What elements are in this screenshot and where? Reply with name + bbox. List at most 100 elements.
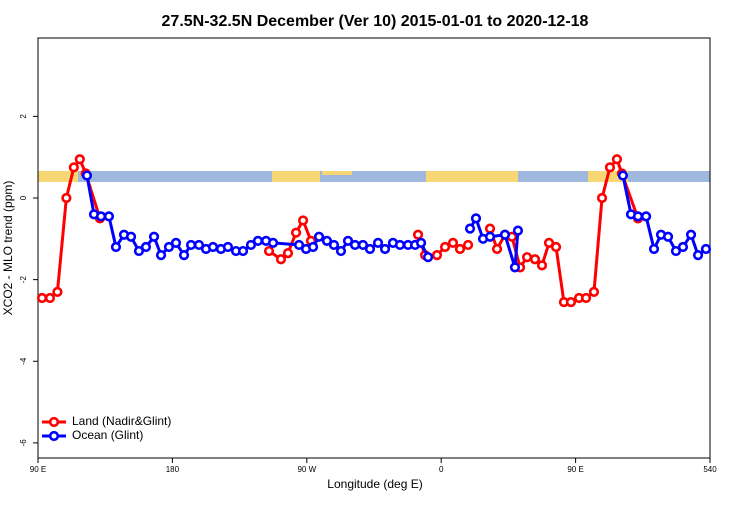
point [282,248,294,259]
point [588,286,600,297]
point [148,231,160,242]
point [178,250,190,261]
point [237,245,249,257]
point [431,250,443,261]
y-tick-label: 2 [19,114,28,119]
point [509,262,521,273]
legend: Land (Nadir&Glint)Ocean (Glint) [42,414,171,442]
point [611,154,623,165]
point [245,239,257,251]
point [335,245,347,257]
point [207,241,219,253]
point [700,243,712,255]
point [379,243,391,255]
legend-label: Ocean (Glint) [72,428,143,442]
point [512,225,524,236]
point [617,170,629,181]
point [536,260,548,271]
point [349,239,361,251]
point [125,231,137,242]
legend-marker [48,416,60,428]
legend-marker [48,430,60,442]
x-tick-label: 90 W [297,465,316,474]
point [133,245,145,257]
point [439,241,451,253]
point [692,250,704,261]
point [95,211,107,222]
point [103,211,115,222]
point [662,231,674,242]
point [470,213,482,224]
chart-title: 27.5N-32.5N December (Ver 10) 2015-01-01… [162,13,589,30]
point [52,286,63,297]
point [185,239,197,251]
point [677,241,689,253]
point [422,252,434,263]
point [640,211,652,222]
x-axis-label: Longitude (deg E) [327,477,422,491]
point [252,235,264,246]
point [491,243,503,255]
point [155,250,167,261]
point [222,241,234,253]
point [307,241,319,253]
point [580,292,592,304]
point [648,243,660,255]
point [342,235,354,246]
point [290,227,302,238]
y-tick-label: -2 [19,276,28,284]
point [81,170,93,181]
point [415,237,427,248]
x-tick-label: 90 E [567,465,583,474]
point [357,239,369,251]
point [632,211,644,222]
point [364,243,376,255]
point [604,162,616,173]
point [267,237,279,248]
point [412,229,424,240]
point [36,292,48,304]
point [372,237,384,248]
point [394,239,406,251]
point [447,237,459,248]
point [521,252,533,263]
point [499,229,511,240]
x-tick-label: 90 E [30,465,46,474]
point [670,245,682,257]
point [550,241,562,253]
point [163,241,175,253]
y-axis-label: XCO2 - MLO trend (ppm) [1,181,15,316]
point [464,223,476,234]
point [543,237,555,248]
y-tick-label: 0 [19,195,28,200]
point [454,243,466,255]
legend-label: Land (Nadir&Glint) [72,414,171,428]
point [68,162,79,173]
point [193,239,205,251]
point [484,223,496,234]
y-tick-label: -4 [19,357,28,365]
point [140,241,152,253]
point [565,296,577,308]
x-tick-label: 180 [166,465,180,474]
point [297,215,309,226]
point [313,231,325,242]
y-tick-label: -6 [19,439,28,447]
point [110,241,122,253]
point [44,292,56,304]
point [61,192,72,204]
x-tick-label: 0 [439,465,444,474]
point [328,239,340,251]
point [484,231,496,242]
point [170,237,182,248]
point [293,239,305,251]
point [462,239,474,251]
point [685,229,697,240]
point [529,254,541,265]
x-tick-label: 540 [703,465,717,474]
point [596,192,608,204]
point [74,154,85,165]
point [321,235,333,246]
point [263,245,275,257]
